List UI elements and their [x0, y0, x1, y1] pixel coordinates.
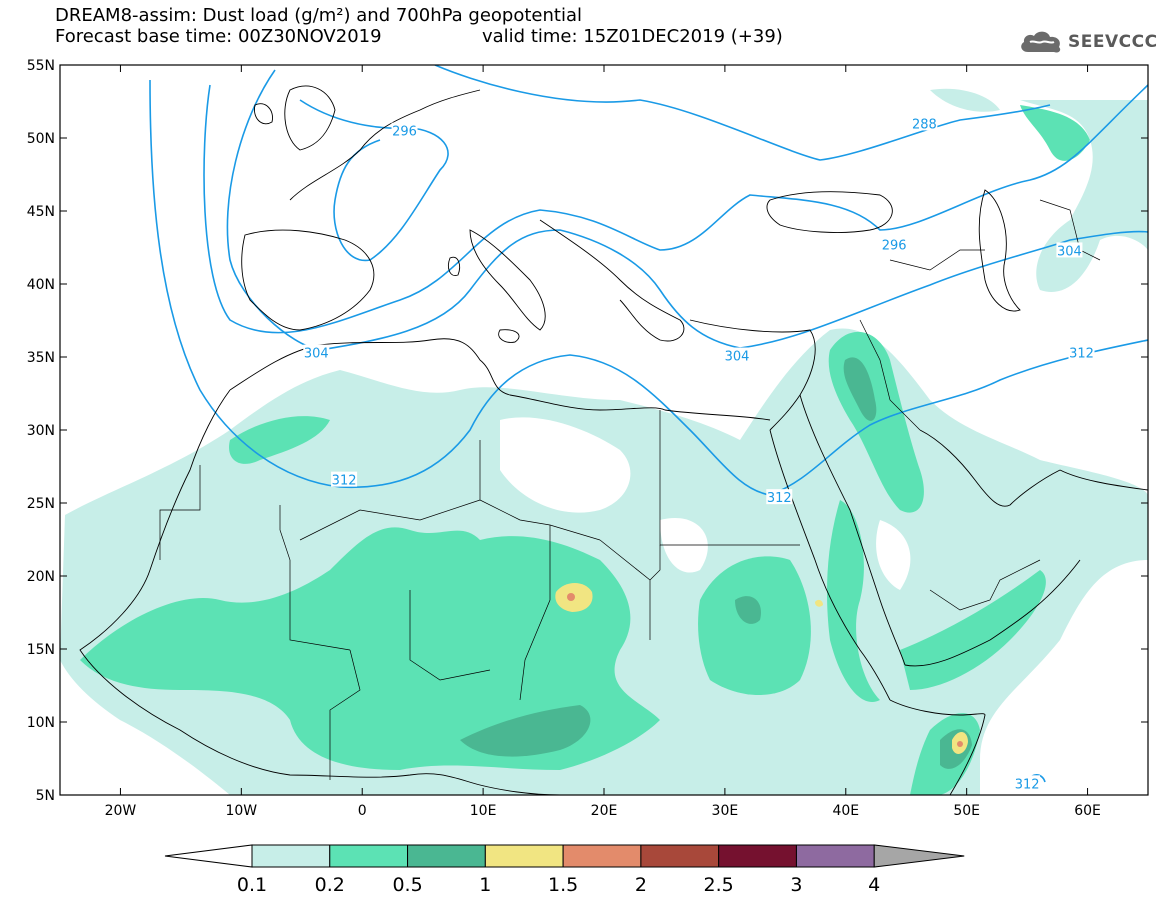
dust-0.5-east [735, 596, 761, 624]
lon-tick-label: 20W [105, 803, 137, 819]
lat-tick-label: 25N [27, 496, 55, 512]
contour-label: 312 [332, 474, 357, 489]
colorbar-label: 0.2 [315, 874, 345, 896]
contour-label-bg [766, 489, 793, 505]
lat-tick-label: 40N [27, 277, 55, 293]
contour-296-west [299, 99, 449, 262]
contour-label: 304 [725, 350, 750, 365]
lon-tick-label: 30E [712, 803, 739, 819]
borders [159, 199, 1101, 780]
colorbar-segment [407, 844, 486, 868]
colorbar-segment [484, 844, 564, 868]
colorbar-segment [562, 844, 642, 868]
valid-time: valid time: 15Z01DEC2019 (+39) [482, 26, 783, 47]
contour-label: 312 [1015, 777, 1040, 792]
dust-0.5-arabia [843, 357, 877, 421]
colorbar-label: 2.5 [704, 874, 734, 896]
cloud-icon [1021, 31, 1061, 53]
lat-tick-label: 45N [27, 204, 55, 220]
contour-label: 296 [882, 239, 907, 254]
contour-label-bg [911, 115, 938, 131]
dust-1-sudan [815, 599, 823, 607]
lat-tick-label: 30N [27, 423, 55, 439]
colorbar-segment [640, 844, 720, 868]
colorbar-segment [718, 844, 797, 868]
dust-0.2-north [1020, 105, 1090, 161]
dust-0.2-area [80, 527, 660, 770]
contour-296-east [203, 84, 1148, 334]
contour-label: 312 [1069, 347, 1094, 362]
map-ticks: 55N 50N 45N 40N 35N 30N 25N 20N 15N 10N 5N 20W 10W 0 1… [27, 58, 1148, 819]
colorbar-label: 1 [479, 874, 491, 896]
contour-label-bg [1068, 344, 1095, 360]
dust-load-shading [60, 88, 1148, 795]
lon-tick-label: 60E [1074, 803, 1101, 819]
colorbar: 0.1 0.2 0.5 1 1.5 2 2.5 3 4 [164, 844, 965, 896]
colorbar-over-arrow [873, 844, 965, 868]
map-subtitle: Forecast base time: 00Z30NOV2019 valid ti… [55, 26, 783, 47]
lat-tick-label: 20N [27, 569, 55, 585]
contour-label-bg [1014, 775, 1041, 791]
dust-0.2-arabia2 [827, 500, 880, 702]
lat-tick-label: 55N [27, 58, 55, 74]
map-title: DREAM8-assim: Dust load (g/m²) and 700hP… [55, 5, 582, 26]
contour-label-bg [723, 347, 750, 363]
colorbar-segment [329, 844, 409, 868]
dust-0.2-east [698, 556, 811, 695]
contour-label-bg [1056, 242, 1083, 258]
colorbar-label: 3 [790, 874, 802, 896]
dust-1.5-spot [567, 593, 575, 601]
lat-tick-label: 35N [27, 350, 55, 366]
colorbar-label: 4 [868, 874, 880, 896]
lat-tick-label: 50N [27, 131, 55, 147]
lon-tick-label: 10E [470, 803, 497, 819]
lon-tick-label: 10W [225, 803, 257, 819]
coastlines [79, 85, 1148, 795]
contour-label: 296 [392, 125, 417, 140]
dust-0.1-north2 [930, 88, 1000, 112]
colorbar-label: 0.1 [237, 874, 267, 896]
lat-tick-label: 10N [27, 715, 55, 731]
dust-0.5-area [460, 705, 591, 757]
colorbar-under-arrow [164, 844, 253, 868]
colorbar-label: 1.5 [548, 874, 578, 896]
lon-tick-label: 40E [832, 803, 859, 819]
contour-label-bg [881, 236, 908, 252]
contour-label-bg [391, 122, 418, 138]
contour-label: 288 [912, 117, 937, 132]
contour-label: 304 [304, 347, 329, 362]
colorbar-segment [251, 844, 331, 868]
dust-0.1-north-area [1020, 100, 1148, 292]
contour-labels: 296 288 296 304 304 304 312 312 312 312 [303, 115, 1095, 792]
lon-tick-label: 0 [358, 803, 367, 819]
contour-label-bg [303, 344, 330, 360]
dust-1.5-spot-somalia [957, 741, 963, 747]
base-time: Forecast base time: 00Z30NOV2019 [55, 26, 382, 47]
lat-tick-label: 15N [27, 642, 55, 658]
colorbar-label: 2 [635, 874, 647, 896]
lon-tick-label: 20E [591, 803, 618, 819]
logo-text: SEEVCCC [1068, 32, 1158, 52]
lat-tick-label: 5N [36, 788, 55, 804]
contour-312 [149, 79, 1148, 496]
contour-288 [434, 65, 1051, 161]
dust-0.2-yemen [900, 570, 1046, 690]
contour-label-bg [331, 471, 358, 487]
colorbar-label: 0.5 [392, 874, 422, 896]
contour-label: 312 [767, 491, 792, 506]
colorbar-segment [795, 844, 875, 868]
seevccc-logo: SEEVCCC [1018, 26, 1158, 58]
contour-label: 304 [1057, 244, 1082, 259]
lon-tick-label: 50E [953, 803, 980, 819]
